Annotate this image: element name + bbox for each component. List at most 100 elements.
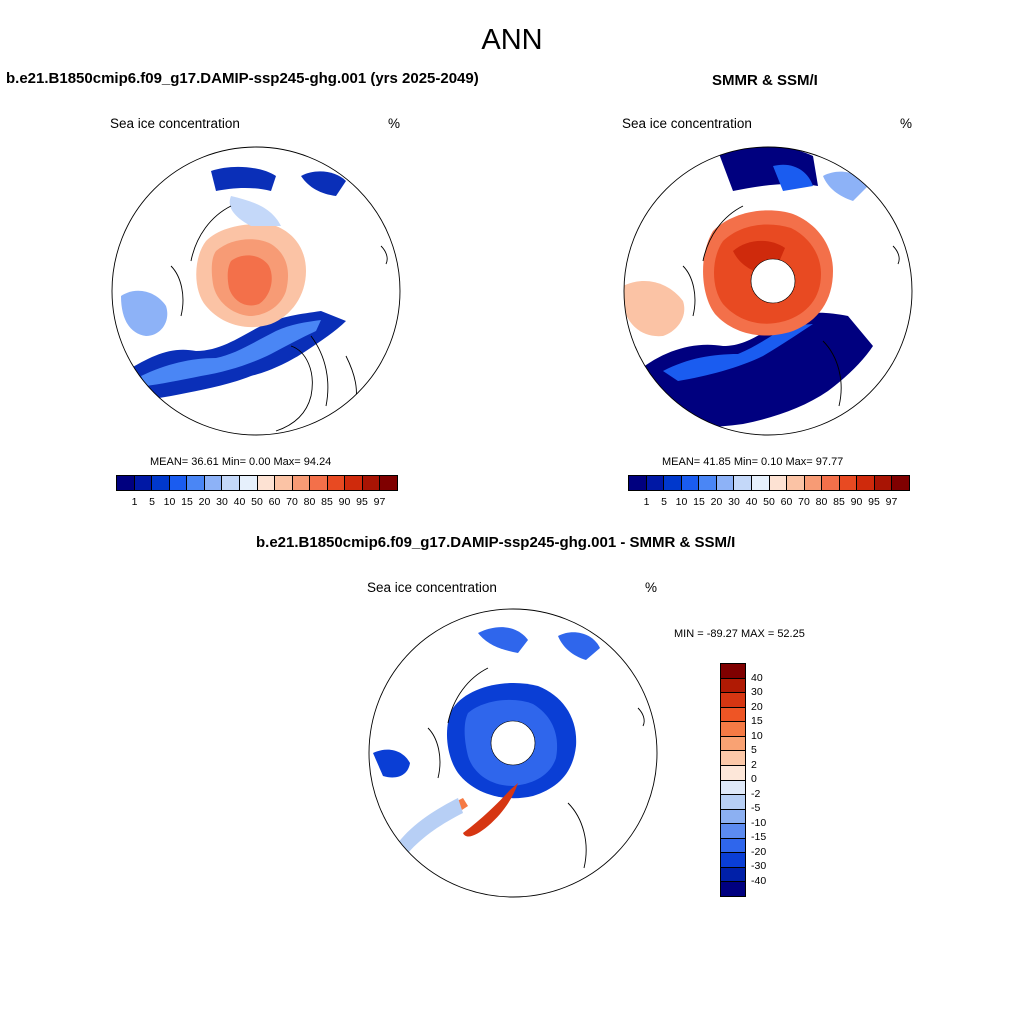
diff-colorbar-swatch <box>721 693 745 708</box>
model-colorbar-swatch <box>169 476 188 490</box>
obs-colorbar-tick-label: 60 <box>780 496 793 508</box>
diff-polar-map <box>368 608 658 898</box>
diff-panel-title: b.e21.B1850cmip6.f09_g17.DAMIP-ssp245-gh… <box>256 534 736 551</box>
obs-colorbar-tick-label: 1 <box>643 496 650 508</box>
diff-colorbar-tick-label: 10 <box>751 729 763 742</box>
obs-polar-map <box>623 146 913 436</box>
model-colorbar-tick-label: 70 <box>286 496 298 508</box>
model-colorbar-swatch <box>362 476 381 490</box>
model-colorbar-swatch <box>292 476 311 490</box>
obs-colorbar-tick-label: 70 <box>798 496 810 508</box>
diff-colorbar-tick-label: 15 <box>751 715 763 727</box>
model-colorbar-swatch <box>134 476 153 490</box>
obs-colorbar-tick-label: 95 <box>868 496 880 508</box>
obs-colorbar-tick-label: 90 <box>850 496 863 508</box>
model-units-label: % <box>388 116 401 131</box>
obs-colorbar-swatch <box>751 476 770 490</box>
obs-colorbar-swatch <box>664 476 682 490</box>
obs-colorbar-swatch <box>646 476 665 490</box>
diff-colorbar-swatch <box>721 882 745 896</box>
obs-colorbar-swatch <box>699 476 717 490</box>
diff-colorbar-tick-label: 5 <box>751 744 757 756</box>
obs-colorbar-swatch <box>629 476 647 490</box>
model-colorbar-tick-label: 80 <box>303 496 316 508</box>
obs-colorbar <box>628 475 910 491</box>
model-panel-title: b.e21.B1850cmip6.f09_g17.DAMIP-ssp245-gh… <box>6 70 479 87</box>
model-colorbar <box>116 475 398 491</box>
model-colorbar-swatch <box>257 476 276 490</box>
obs-variable-label: Sea ice concentration <box>622 116 752 131</box>
obs-colorbar-ticks: 1 5 10 15 20 30 40 50 60 70 80 85 90 95 97 <box>628 496 910 510</box>
diff-colorbar-tick-label: -40 <box>751 874 767 887</box>
diff-colorbar-swatch <box>721 707 745 723</box>
figure-title: ANN <box>481 24 543 56</box>
diff-colorbar-swatch <box>721 853 745 868</box>
diff-colorbar-swatch <box>721 838 745 854</box>
diff-colorbar-swatch <box>721 867 745 883</box>
obs-colorbar-swatch <box>892 476 909 490</box>
diff-colorbar-swatch <box>721 751 745 766</box>
model-colorbar-swatch <box>310 476 328 490</box>
obs-colorbar-tick-label: 15 <box>693 496 705 508</box>
diff-colorbar-tick-label: 0 <box>751 773 757 785</box>
obs-colorbar-tick-label: 85 <box>833 496 845 508</box>
obs-colorbar-tick-label: 30 <box>728 496 740 508</box>
model-colorbar-swatch <box>239 476 258 490</box>
obs-units-label: % <box>900 116 913 131</box>
diff-colorbar-tick-label: -5 <box>751 802 761 814</box>
diff-colorbar-swatch <box>721 736 745 752</box>
model-colorbar-tick-label: 95 <box>356 496 368 508</box>
obs-colorbar-tick-label: 5 <box>661 496 667 508</box>
diff-stats: MIN = -89.27 MAX = 52.25 <box>674 628 805 640</box>
diff-colorbar-ticks: 40 30 20 15 10 5 2 0 -2 -5 -10 -15 -20 -30 -40 <box>751 663 791 895</box>
obs-colorbar-swatch <box>734 476 752 490</box>
model-colorbar-swatch <box>380 476 397 490</box>
diff-colorbar-tick-label: 20 <box>751 700 763 713</box>
model-polar-map <box>111 146 401 436</box>
model-colorbar-tick-label: 50 <box>251 496 263 508</box>
diff-colorbar-tick-label: -15 <box>751 831 767 843</box>
obs-panel-title: SMMR & SSM/I <box>712 72 818 89</box>
diff-units-label: % <box>645 580 658 595</box>
diff-colorbar-tick-label: 30 <box>751 686 763 698</box>
obs-colorbar-tick-label: 20 <box>710 496 723 508</box>
diff-colorbar-tick-label: -20 <box>751 845 767 858</box>
obs-colorbar-tick-label: 97 <box>885 496 898 508</box>
obs-colorbar-swatch <box>857 476 875 490</box>
diff-colorbar-swatch <box>721 678 745 694</box>
obs-stats: MEAN= 41.85 Min= 0.10 Max= 97.77 <box>662 456 844 468</box>
diff-variable-label: Sea ice concentration <box>367 580 497 595</box>
diff-colorbar-tick-label: 2 <box>751 758 757 771</box>
model-colorbar-tick-label: 30 <box>216 496 228 508</box>
obs-colorbar-swatch <box>681 476 700 490</box>
diff-colorbar-tick-label: 40 <box>751 671 763 684</box>
obs-colorbar-swatch <box>787 476 805 490</box>
obs-colorbar-tick-label: 40 <box>745 496 758 508</box>
model-colorbar-swatch <box>222 476 240 490</box>
obs-colorbar-swatch <box>804 476 823 490</box>
diff-colorbar-swatch <box>721 809 745 825</box>
diff-colorbar-swatch <box>721 664 745 679</box>
model-colorbar-tick-label: 1 <box>131 496 138 508</box>
obs-colorbar-swatch <box>839 476 858 490</box>
obs-colorbar-swatch <box>769 476 788 490</box>
model-colorbar-tick-label: 5 <box>149 496 155 508</box>
model-colorbar-swatch <box>345 476 363 490</box>
obs-colorbar-tick-label: 80 <box>815 496 828 508</box>
model-colorbar-tick-label: 15 <box>181 496 193 508</box>
obs-colorbar-swatch <box>822 476 840 490</box>
model-colorbar-tick-label: 20 <box>198 496 211 508</box>
model-colorbar-tick-label: 60 <box>268 496 281 508</box>
model-colorbar-swatch <box>187 476 205 490</box>
diff-colorbar-swatch <box>721 780 745 796</box>
diff-colorbar-tick-label: -2 <box>751 787 761 800</box>
obs-colorbar-tick-label: 50 <box>763 496 775 508</box>
obs-colorbar-swatch <box>874 476 893 490</box>
model-colorbar-swatch <box>204 476 223 490</box>
model-colorbar-swatch <box>275 476 293 490</box>
diff-colorbar-tick-label: -30 <box>751 860 767 872</box>
diff-colorbar-swatch <box>721 795 745 810</box>
model-colorbar-tick-label: 97 <box>373 496 386 508</box>
model-colorbar-swatch <box>117 476 135 490</box>
diff-colorbar-swatch <box>721 722 745 737</box>
